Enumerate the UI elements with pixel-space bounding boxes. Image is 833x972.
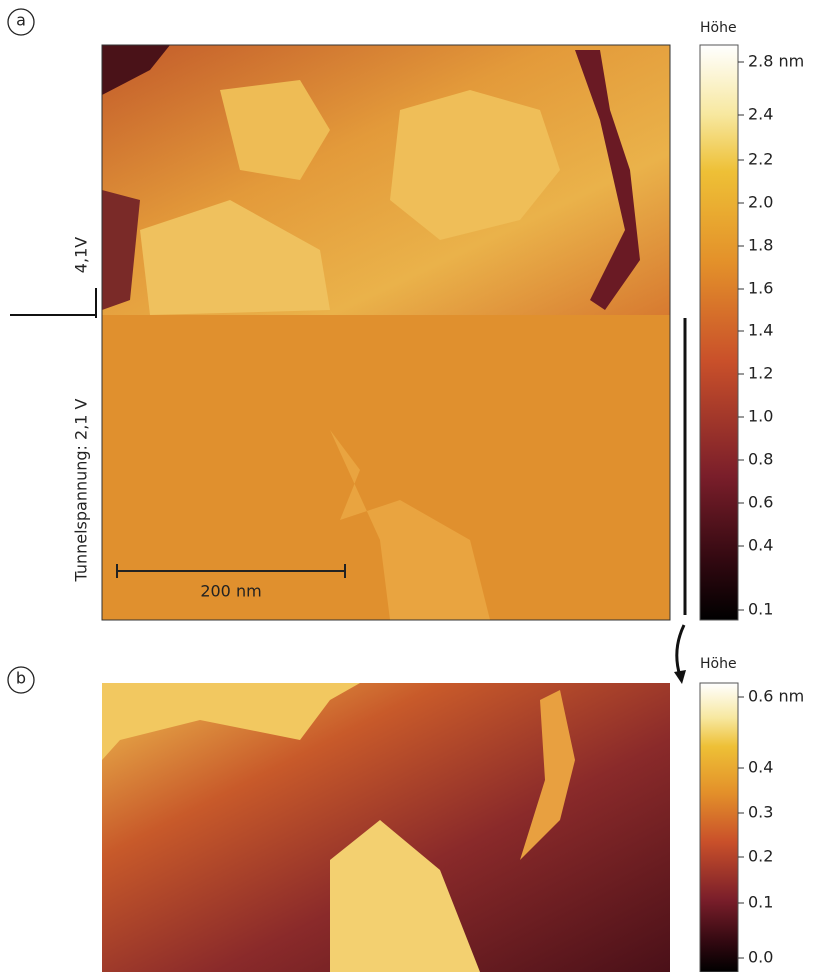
colorbar-tick-label: 0.8	[748, 450, 773, 469]
voltage-bottom: Tunnelspannung: 2,1 V	[72, 398, 91, 582]
colorbar-tick-label: 2.8 nm	[748, 52, 804, 71]
colorbar-tick-label: 0.3	[748, 803, 773, 822]
colorbar-tick-label: 1.2	[748, 364, 773, 383]
colorbar-tick-label: 0.1	[748, 600, 773, 619]
colorbar-title: Höhe	[700, 20, 737, 36]
colorbar-tick-label: 0.6	[748, 493, 773, 512]
colorbar-tick-label: 1.8	[748, 236, 773, 255]
colorbar-tick-label: 0.4	[748, 758, 773, 777]
scale-bar-label: 200 nm	[200, 582, 261, 601]
colorbar-tick-label: 2.4	[748, 105, 773, 124]
figure: a 200 nm 4,1V Tunnelspannung: 2,1 V Höhe…	[0, 0, 833, 972]
colorbar-tick-label: 1.6	[748, 279, 773, 298]
colorbar-tick-label: 2.0	[748, 193, 773, 212]
colorbar-tick-label: 0.2	[748, 847, 773, 866]
voltage-top: 4,1V	[72, 237, 91, 273]
colorbar	[700, 683, 738, 972]
colorbar-ticks: 0.6 nm 0.4 0.3 0.2 0.1 0.0	[738, 687, 804, 967]
colorbar-tick-label: 0.0	[748, 948, 773, 967]
arrow-head	[674, 670, 686, 684]
arrow	[677, 625, 684, 676]
colorbar-tick-label: 1.0	[748, 407, 773, 426]
colorbar-ticks: 2.8 nm 2.4 2.2 2.0 1.8 1.6 1.4 1.2 1.0 0.8 0.6 0.4 0…	[738, 52, 804, 619]
panel-label: b	[16, 669, 26, 688]
colorbar-tick-label: 2.2	[748, 150, 773, 169]
colorbar-tick-label: 0.6 nm	[748, 687, 804, 706]
colorbar-tick-label: 1.4	[748, 321, 773, 340]
colorbar-tick-label: 0.4	[748, 536, 773, 555]
colorbar-tick-label: 0.1	[748, 893, 773, 912]
panel-label: a	[16, 11, 26, 30]
colorbar	[700, 45, 738, 620]
colorbar-title: Höhe	[700, 656, 737, 672]
